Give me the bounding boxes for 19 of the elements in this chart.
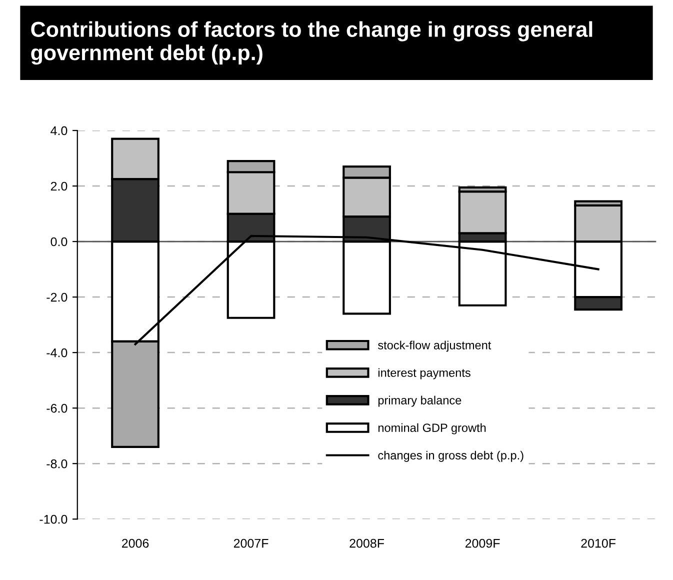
x-tick-label: 2007F bbox=[234, 538, 268, 548]
chart-title: Contributions of factors to the change in gross general government debt (p.p.) bbox=[31, 21, 592, 65]
legend-label: primary balance bbox=[378, 396, 462, 407]
x-tick-label: 2009F bbox=[465, 538, 500, 548]
legend-label: changes in gross debt (p.p.) bbox=[378, 450, 524, 462]
y-tick-label: -2.0 bbox=[46, 292, 68, 302]
y-tick-label: -8.0 bbox=[46, 459, 68, 468]
y-tick-label: -10.0 bbox=[40, 514, 68, 524]
y-tick-label: 2.0 bbox=[50, 182, 68, 191]
x-tick-label: 2010F bbox=[581, 538, 616, 548]
x-tick-label: 2006 bbox=[122, 538, 149, 548]
y-tick-label: -4.0 bbox=[46, 348, 68, 358]
legend-label: nominal GDP growth bbox=[378, 423, 486, 434]
legend-label: stock-flow adjustment bbox=[378, 340, 492, 352]
x-tick-label: 2008F bbox=[350, 538, 384, 548]
y-tick-label: 4.0 bbox=[50, 126, 68, 136]
legend-label: interest payments bbox=[378, 368, 470, 380]
y-tick-label: -6.0 bbox=[46, 404, 68, 413]
y-tick-label: 0.0 bbox=[50, 237, 68, 246]
